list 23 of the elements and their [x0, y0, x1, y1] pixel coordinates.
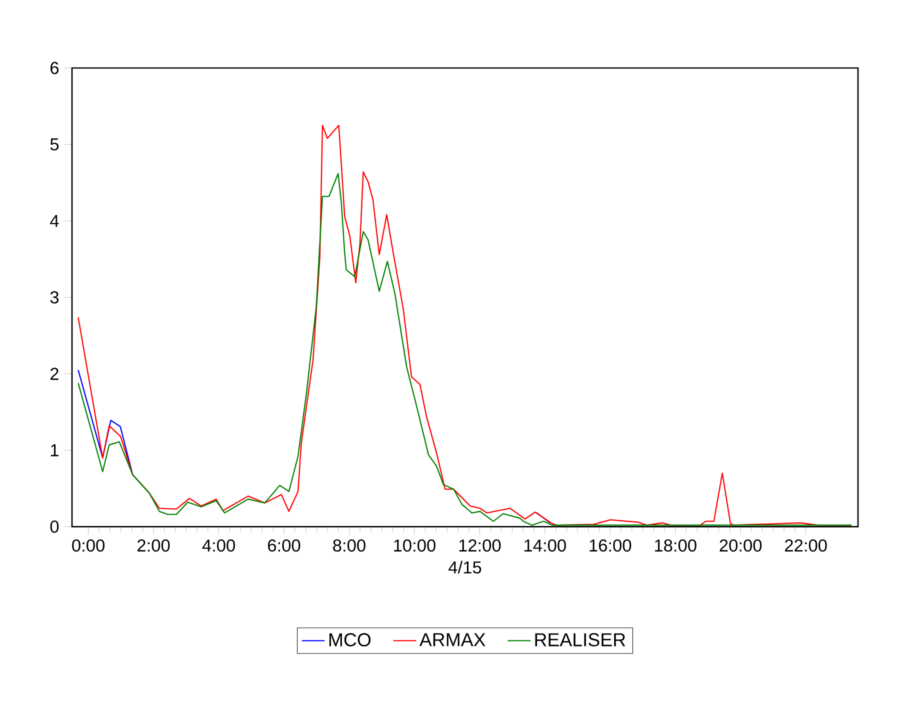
x-tick-label: 4:00 [202, 539, 235, 552]
x-axis-title: 4/15 [448, 560, 482, 574]
x-tick-label: 22:00 [785, 539, 827, 552]
y-tick-label: 6 [50, 62, 59, 74]
y-tick-label: 0 [50, 520, 59, 533]
x-tick-label: 8:00 [333, 539, 366, 552]
legend-label: ARMAX [419, 633, 486, 646]
y-tick-label: 2 [50, 368, 58, 380]
x-tick-label: 18:00 [654, 539, 696, 552]
legend-label: MCO [329, 633, 371, 646]
x-tick-label: 14:00 [524, 539, 566, 552]
x-tick-label: 0:00 [72, 539, 105, 552]
y-tick-label: 4 [50, 214, 59, 227]
x-tick-label: 12:00 [459, 539, 501, 552]
x-tick-label: 2:00 [138, 539, 170, 552]
x-tick-label: 10:00 [394, 539, 436, 552]
legend-label: REALISER [535, 633, 626, 646]
y-tick-label: 3 [50, 291, 59, 304]
x-tick-label: 16:00 [590, 539, 632, 552]
x-tick-label: 20:00 [720, 539, 762, 552]
x-tick-label: 6:00 [268, 539, 300, 552]
y-tick-label: 5 [50, 138, 59, 150]
y-tick-label: 1 [50, 444, 58, 456]
